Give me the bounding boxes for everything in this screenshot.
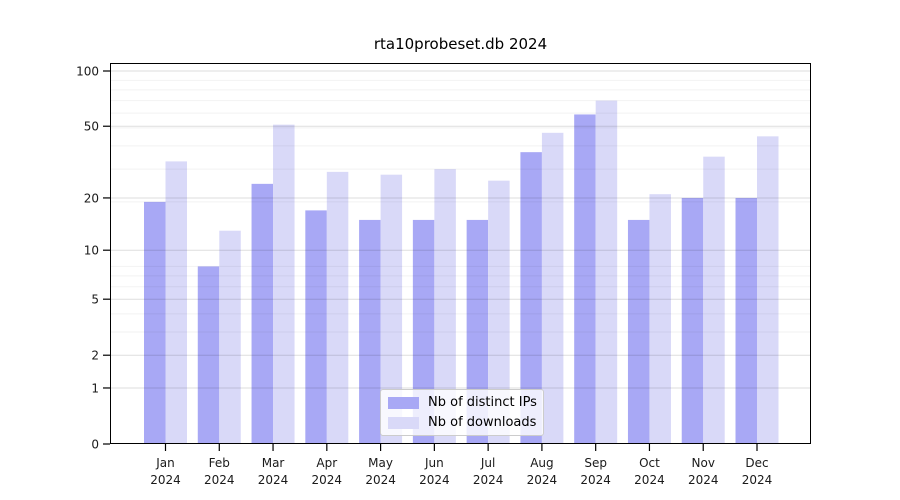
y-axis-tick-label: 20 xyxy=(84,191,99,205)
x-axis-tick-label-month: Dec xyxy=(745,456,768,470)
y-axis-tick-label: 5 xyxy=(91,293,99,307)
bar-aug-downloads xyxy=(541,132,564,444)
bar-jan-distinct-ips xyxy=(144,201,166,444)
bar-feb-distinct-ips xyxy=(197,266,220,444)
bar-sep-downloads xyxy=(595,100,618,444)
x-axis-tick-label-year: 2024 xyxy=(258,473,289,487)
legend-item-downloads: Nb of downloads xyxy=(388,415,537,430)
x-axis-tick-label-month: Nov xyxy=(692,456,715,470)
chart-title: rta10probeset.db 2024 xyxy=(373,35,548,53)
x-axis-tick-label-month: Sep xyxy=(584,456,607,470)
x-axis-tick-label-year: 2024 xyxy=(473,473,504,487)
x-axis-tick-label-year: 2024 xyxy=(150,473,181,487)
x-axis-tick-label-month: Jul xyxy=(480,456,495,470)
bar-jun-downloads xyxy=(434,169,456,444)
y-axis-tick-label: 50 xyxy=(84,120,99,134)
legend-item-distinct-ips: Nb of distinct IPs xyxy=(388,395,537,410)
x-axis-tick-label-month: Mar xyxy=(262,456,285,470)
x-axis-tick-label-year: 2024 xyxy=(204,473,235,487)
bar-nov-downloads xyxy=(703,156,725,444)
y-axis-tick-label: 2 xyxy=(91,349,99,363)
bar-sep-distinct-ips xyxy=(574,114,596,444)
x-axis-tick-label-month: Jan xyxy=(155,456,175,470)
x-axis-tick-label-year: 2024 xyxy=(742,473,773,487)
bar-jul-distinct-ips xyxy=(466,219,489,444)
legend-label-downloads: Nb of downloads xyxy=(428,415,537,430)
bar-dec-downloads xyxy=(757,136,779,444)
bar-may-distinct-ips xyxy=(359,219,381,444)
x-axis-tick-label-year: 2024 xyxy=(688,473,719,487)
x-axis-tick-label-month: Feb xyxy=(209,456,230,470)
bar-aug-distinct-ips xyxy=(520,152,542,444)
x-axis-tick-label-month: Aug xyxy=(530,456,553,470)
bar-oct-downloads xyxy=(649,194,671,444)
bar-jul-downloads xyxy=(488,180,510,444)
x-axis-tick-label-year: 2024 xyxy=(527,473,558,487)
bar-mar-downloads xyxy=(273,124,295,444)
bar-apr-downloads xyxy=(326,171,349,444)
bar-oct-distinct-ips xyxy=(627,219,650,444)
x-axis-tick-label-month: Jun xyxy=(424,456,444,470)
bar-nov-distinct-ips xyxy=(681,197,704,444)
x-axis-tick-label-month: Oct xyxy=(639,456,660,470)
legend-swatch-distinct-ips xyxy=(388,396,419,409)
bar-dec-distinct-ips xyxy=(735,197,757,444)
x-axis-tick-label-month: Apr xyxy=(316,456,337,470)
y-axis-tick-label: 0 xyxy=(91,438,99,452)
bar-mar-distinct-ips xyxy=(251,183,274,444)
x-axis-tick-label-year: 2024 xyxy=(312,473,343,487)
x-axis-tick-label-year: 2024 xyxy=(419,473,450,487)
legend: Nb of distinct IPs Nb of downloads xyxy=(380,389,544,436)
x-axis-tick-label-month: May xyxy=(368,456,393,470)
y-axis-tick-label: 1 xyxy=(91,381,99,395)
bar-jun-distinct-ips xyxy=(412,219,435,444)
bar-feb-downloads xyxy=(219,230,241,444)
plot-frame xyxy=(110,63,811,444)
x-axis-tick-label-year: 2024 xyxy=(365,473,396,487)
legend-label-distinct-ips: Nb of distinct IPs xyxy=(428,395,537,410)
legend-swatch-downloads xyxy=(388,416,419,429)
y-axis-tick-label: 10 xyxy=(84,244,99,258)
x-axis-tick-label-year: 2024 xyxy=(634,473,665,487)
bar-apr-distinct-ips xyxy=(305,210,327,444)
y-axis-tick-label: 100 xyxy=(76,65,99,79)
bar-may-downloads xyxy=(380,174,403,444)
x-axis-tick-label-year: 2024 xyxy=(580,473,611,487)
bar-jan-downloads xyxy=(165,161,187,444)
